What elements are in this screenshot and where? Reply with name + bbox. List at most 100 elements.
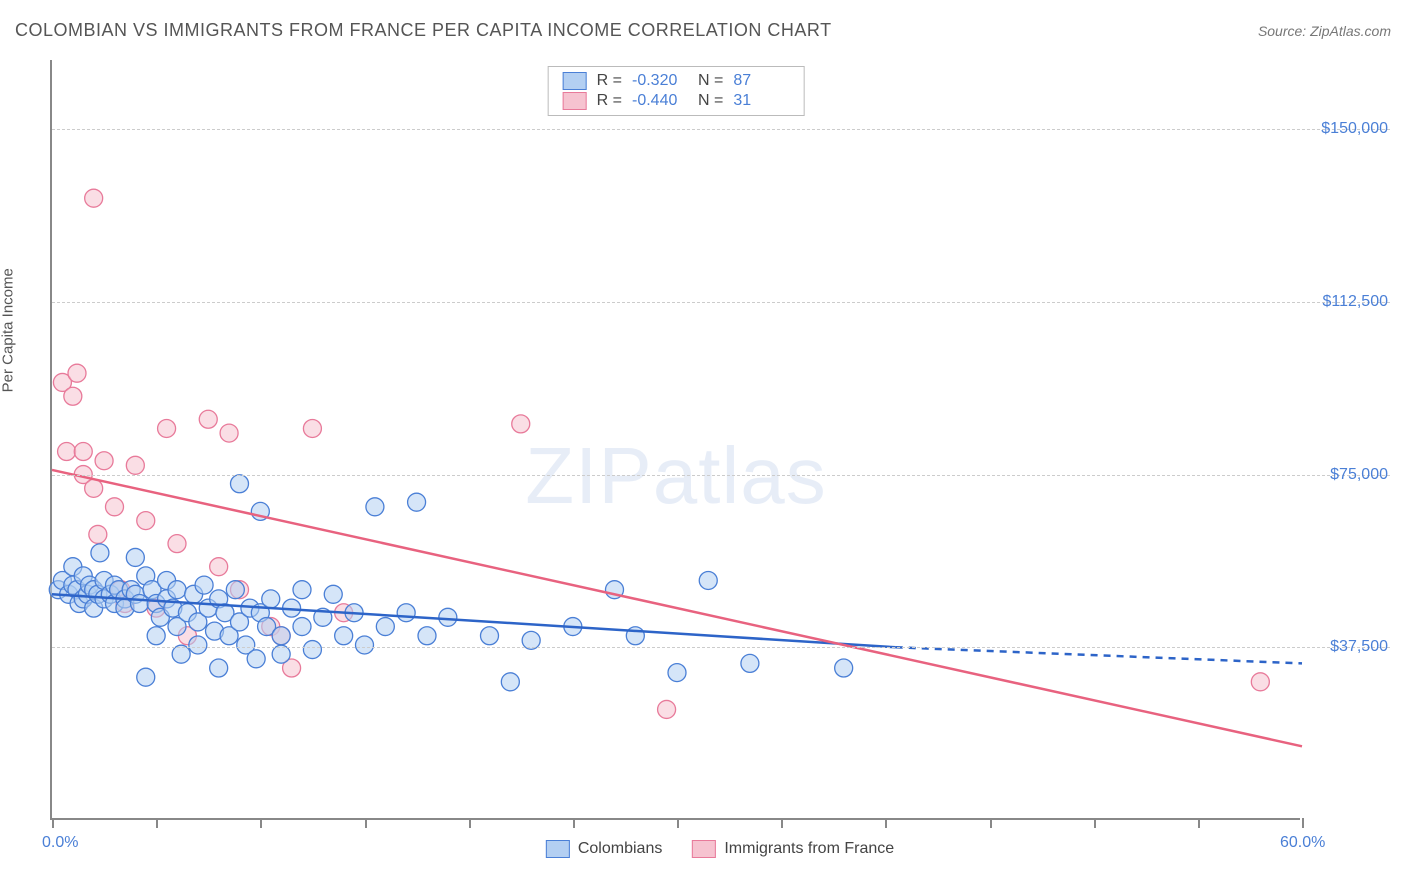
- france-point: [137, 512, 155, 530]
- france-point: [85, 479, 103, 497]
- colombians-point: [247, 650, 265, 668]
- colombians-point: [262, 590, 280, 608]
- colombians-point: [376, 618, 394, 636]
- france-point: [74, 443, 92, 461]
- legend-swatch: [692, 840, 716, 858]
- france-point: [658, 700, 676, 718]
- colombians-point: [418, 627, 436, 645]
- france-point: [126, 456, 144, 474]
- colombians-point: [272, 627, 290, 645]
- legend-swatch: [546, 840, 570, 858]
- colombians-point: [501, 673, 519, 691]
- correlation-legend-row: R = -0.320 N = 87: [563, 71, 790, 91]
- series-legend: Colombians Immigrants from France: [546, 840, 894, 858]
- n-label: N =: [698, 72, 723, 90]
- colombians-point: [439, 608, 457, 626]
- correlation-legend-row: R = -0.440 N = 31: [563, 91, 790, 111]
- r-label: R =: [597, 72, 622, 90]
- x-tick: [260, 818, 262, 828]
- n-value: 31: [733, 92, 789, 110]
- x-tick: [1094, 818, 1096, 828]
- colombians-point: [210, 659, 228, 677]
- x-tick: [365, 818, 367, 828]
- x-tick: [885, 818, 887, 828]
- series-legend-label: Colombians: [578, 840, 662, 858]
- france-point: [1251, 673, 1269, 691]
- source-attribution: Source: ZipAtlas.com: [1258, 23, 1391, 39]
- series-legend-label: Immigrants from France: [724, 840, 894, 858]
- france-point: [199, 410, 217, 428]
- n-label: N =: [698, 92, 723, 110]
- colombians-point: [481, 627, 499, 645]
- france-point: [95, 452, 113, 470]
- n-value: 87: [733, 72, 789, 90]
- colombians-point: [303, 641, 321, 659]
- y-tick-label: $150,000: [1321, 120, 1388, 138]
- series-legend-item: Colombians: [546, 840, 662, 858]
- france-point: [168, 535, 186, 553]
- x-tick: [677, 818, 679, 828]
- colombians-point: [226, 581, 244, 599]
- gridline-h: [52, 129, 1390, 130]
- france-point: [106, 498, 124, 516]
- plot-region: ZIPatlas R =-0.320N =87R =-0.440N =31 0.…: [50, 60, 1300, 820]
- y-tick-label: $37,500: [1330, 638, 1388, 656]
- colombians-point: [699, 571, 717, 589]
- x-tick: [1302, 818, 1304, 828]
- chart-area: ZIPatlas R =-0.320N =87R =-0.440N =31 0.…: [50, 60, 1390, 820]
- france-point: [89, 525, 107, 543]
- chart-header: COLOMBIAN VS IMMIGRANTS FROM FRANCE PER …: [15, 20, 1391, 41]
- france-point: [158, 419, 176, 437]
- legend-swatch: [563, 72, 587, 90]
- colombians-point: [168, 581, 186, 599]
- france-point: [58, 443, 76, 461]
- colombians-point: [131, 595, 149, 613]
- colombians-point: [408, 493, 426, 511]
- regression-line: [896, 647, 1302, 663]
- france-point: [512, 415, 530, 433]
- colombians-point: [189, 636, 207, 654]
- r-label: R =: [597, 92, 622, 110]
- series-legend-item: Immigrants from France: [692, 840, 894, 858]
- colombians-point: [835, 659, 853, 677]
- chart-title: COLOMBIAN VS IMMIGRANTS FROM FRANCE PER …: [15, 20, 832, 41]
- colombians-point: [293, 618, 311, 636]
- france-point: [210, 558, 228, 576]
- france-point: [303, 419, 321, 437]
- y-tick-label: $75,000: [1330, 466, 1388, 484]
- gridline-h: [52, 302, 1390, 303]
- r-value: -0.440: [632, 92, 688, 110]
- colombians-point: [137, 668, 155, 686]
- x-tick: [52, 818, 54, 828]
- source-prefix: Source:: [1258, 23, 1310, 39]
- plot-svg: [52, 60, 1302, 820]
- x-tick: [1198, 818, 1200, 828]
- y-axis-label: Per Capita Income: [0, 268, 17, 392]
- x-tick: [781, 818, 783, 828]
- source-name: ZipAtlas.com: [1310, 23, 1391, 39]
- france-point: [220, 424, 238, 442]
- colombians-point: [126, 548, 144, 566]
- x-tick: [990, 818, 992, 828]
- colombians-point: [195, 576, 213, 594]
- colombians-point: [335, 627, 353, 645]
- x-tick: [156, 818, 158, 828]
- colombians-point: [356, 636, 374, 654]
- y-tick-label: $112,500: [1322, 293, 1388, 311]
- r-value: -0.320: [632, 72, 688, 90]
- france-point: [68, 364, 86, 382]
- x-max-label: 60.0%: [1280, 834, 1325, 852]
- colombians-point: [147, 627, 165, 645]
- colombians-point: [324, 585, 342, 603]
- colombians-point: [293, 581, 311, 599]
- france-point: [85, 189, 103, 207]
- colombians-point: [668, 664, 686, 682]
- x-min-label: 0.0%: [42, 834, 78, 852]
- colombians-point: [397, 604, 415, 622]
- france-point: [64, 387, 82, 405]
- colombians-point: [91, 544, 109, 562]
- legend-swatch: [563, 92, 587, 110]
- colombians-point: [741, 654, 759, 672]
- gridline-h: [52, 647, 1390, 648]
- regression-line: [52, 470, 1302, 746]
